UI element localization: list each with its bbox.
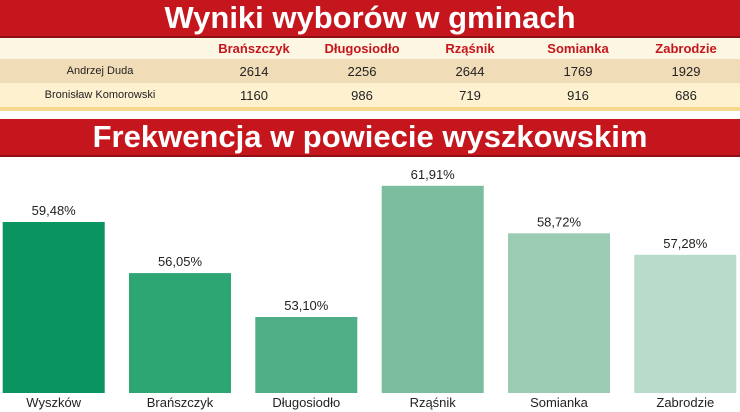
category-label: Rząśnik [410, 395, 457, 410]
column-header: Rząśnik [416, 38, 524, 59]
bar-value-label: 59,48% [32, 203, 77, 218]
category-label: Somianka [530, 395, 589, 410]
category-label: Długosiodło [272, 395, 340, 410]
bar-value-label: 53,10% [284, 298, 329, 313]
vote-count: 2614 [200, 59, 308, 83]
bar-value-label: 57,28% [663, 236, 708, 251]
bar-4 [508, 233, 610, 393]
category-label: Wyszków [26, 395, 81, 410]
bar-5 [634, 254, 737, 393]
bar-2 [255, 317, 358, 393]
column-header: Zabrodzie [632, 38, 740, 59]
vote-count: 916 [524, 83, 632, 107]
vote-count: 1769 [524, 59, 632, 83]
vote-count: 986 [308, 83, 416, 107]
vote-count: 686 [632, 83, 740, 107]
bar-value-label: 56,05% [158, 254, 203, 269]
column-header: Somianka [524, 38, 632, 59]
chart-title: Frekwencja w powiecie wyszkowskim [0, 119, 740, 157]
candidate-name: Andrzej Duda [0, 59, 200, 83]
category-label: Brańszczyk [147, 395, 214, 410]
table-footer-stripe [0, 107, 740, 111]
bar-value-label: 61,91% [411, 167, 456, 182]
vote-count: 1929 [632, 59, 740, 83]
table-row: Andrzej Duda 2614 2256 2644 1769 1929 [0, 59, 740, 83]
candidate-name: Bronisław Komorowski [0, 83, 200, 107]
results-title: Wyniki wyborów w gminach [0, 0, 740, 38]
turnout-bar-chart: 59,48% Wyszków 56,05% Brańszczyk 53,10% Długo… [2, 167, 737, 410]
results-table: Brańszczyk Długosiodło Rząśnik Somianka … [0, 38, 740, 111]
header-empty-cell [0, 38, 200, 59]
bar-value-label: 58,72% [537, 214, 582, 229]
vote-count: 1160 [200, 83, 308, 107]
vote-count: 2256 [308, 59, 416, 83]
column-header: Brańszczyk [200, 38, 308, 59]
results-header-row: Brańszczyk Długosiodło Rząśnik Somianka … [0, 38, 740, 59]
vote-count: 719 [416, 83, 524, 107]
column-header: Długosiodło [308, 38, 416, 59]
bar-1 [129, 273, 231, 393]
vote-count: 2644 [416, 59, 524, 83]
table-row: Bronisław Komorowski 1160 986 719 916 68… [0, 83, 740, 107]
category-label: Zabrodzie [656, 395, 714, 410]
bar-3 [381, 185, 484, 393]
bar-0 [2, 222, 105, 393]
